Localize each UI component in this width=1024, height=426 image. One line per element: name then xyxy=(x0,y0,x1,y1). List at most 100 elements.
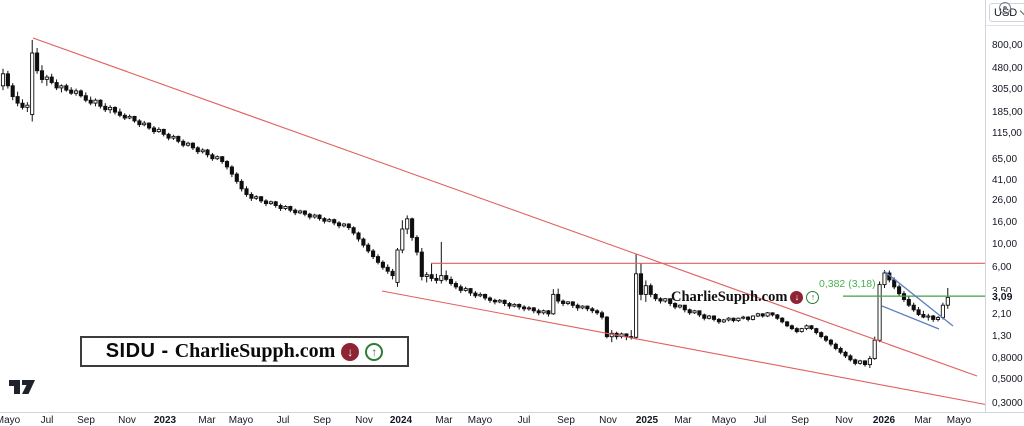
candle-down xyxy=(322,218,327,222)
candle-up xyxy=(541,310,546,314)
candle-down xyxy=(278,205,283,209)
candle-up xyxy=(741,316,746,319)
candle-down xyxy=(823,336,829,341)
candle-up xyxy=(127,115,132,119)
candle-down xyxy=(380,261,385,268)
candle-up xyxy=(551,293,556,315)
candle-up xyxy=(707,315,712,319)
candle-down xyxy=(385,266,390,272)
wedge-lower-line[interactable] xyxy=(881,305,940,330)
price-tick-label: 6,00 xyxy=(992,261,1012,273)
candle-up xyxy=(799,328,804,333)
candle-down xyxy=(687,309,692,314)
candle-up xyxy=(312,214,317,218)
candle-down xyxy=(828,339,833,345)
candle-down xyxy=(570,301,575,306)
candle-down xyxy=(819,332,824,338)
candle-down xyxy=(697,310,702,316)
candle-up xyxy=(283,206,288,209)
candle-down xyxy=(531,307,536,312)
time-tick-label: Nov xyxy=(835,415,853,426)
candle-up xyxy=(945,296,950,306)
candle-down xyxy=(137,120,142,126)
wedge-upper-line[interactable] xyxy=(883,270,954,327)
arrow-down-circle-icon: ↓ xyxy=(790,291,804,304)
candle-down xyxy=(848,355,853,361)
candle-down xyxy=(809,325,814,330)
candle-down xyxy=(522,306,527,310)
price-tick-label: 185,00 xyxy=(992,106,1023,118)
candle-up xyxy=(497,299,502,303)
candle-down xyxy=(83,95,88,101)
candle-down xyxy=(288,206,293,211)
candle-down xyxy=(351,227,356,234)
candle-down xyxy=(833,343,838,349)
candle-down xyxy=(702,314,707,319)
candle-up xyxy=(926,315,931,318)
candle-up xyxy=(634,273,639,338)
candle-down xyxy=(103,105,108,111)
candle-up xyxy=(565,301,570,304)
lower-descending-channel-line[interactable] xyxy=(381,290,1000,408)
upper-descending-trendline[interactable] xyxy=(32,37,978,377)
candle-down xyxy=(205,149,210,156)
candle-up xyxy=(400,228,405,251)
candle-down xyxy=(716,318,721,323)
candle-down xyxy=(166,133,171,139)
candle-up xyxy=(750,315,756,320)
candle-down xyxy=(78,90,83,97)
time-tick-label: Nov xyxy=(355,415,373,426)
candle-down xyxy=(234,173,239,182)
arrow-up-circle-icon: ↑ xyxy=(365,342,384,361)
candle-down xyxy=(668,298,673,304)
candle-down xyxy=(336,222,342,227)
candle-down xyxy=(375,256,381,263)
candle-up xyxy=(30,52,35,115)
candle-down xyxy=(366,244,371,252)
time-tick-label: Mayo xyxy=(467,415,493,426)
candle-down xyxy=(448,278,454,284)
time-axis[interactable]: Mayo Jul Sep Nov 2023 Mar Mayo Jul Sep Nov 2024 Mar… xyxy=(0,412,1024,426)
candle-up xyxy=(940,304,945,318)
candle-down xyxy=(585,305,590,310)
price-tick-label: 0,5000 xyxy=(992,374,1023,386)
candle-down xyxy=(775,314,780,319)
candle-down xyxy=(789,325,794,330)
watermark: CharlieSupph.com ↓ ↑ xyxy=(671,289,820,306)
candle-up xyxy=(580,305,585,309)
price-tick-label: 10,00 xyxy=(992,238,1018,250)
price-tick-label: 480,00 xyxy=(992,63,1023,75)
candle-up xyxy=(156,128,161,133)
candle-down xyxy=(458,286,463,291)
candle-down xyxy=(444,275,449,280)
candle-up xyxy=(643,285,648,295)
fib-level-label: 0,382 (3,18) xyxy=(819,278,876,290)
time-tick-label: Mar xyxy=(674,415,692,426)
candle-down xyxy=(561,300,566,304)
candle-up xyxy=(677,304,682,308)
candles-layer xyxy=(0,39,950,368)
candle-up xyxy=(663,298,668,302)
price-axis[interactable]: USD 800,00 480,00 305,00 185,00 115,00 65,00 4… xyxy=(985,0,1024,412)
tradingview-logo[interactable] xyxy=(8,378,38,396)
candle-down xyxy=(487,297,493,301)
candle-down xyxy=(682,304,687,311)
chevron-down-icon xyxy=(1019,6,1024,16)
candle-down xyxy=(332,219,337,224)
candle-down xyxy=(317,214,322,220)
candle-down xyxy=(181,140,186,146)
candle-down xyxy=(307,213,312,218)
candle-up xyxy=(395,249,400,283)
candle-down xyxy=(15,96,20,104)
candle-up xyxy=(765,312,770,317)
candle-up xyxy=(804,325,809,330)
candle-down xyxy=(502,299,507,304)
candle-up xyxy=(439,275,444,281)
candle-up xyxy=(877,284,882,341)
candle-down xyxy=(760,313,765,317)
price-tick-label: 16,00 xyxy=(992,217,1018,229)
time-tick-label: Sep xyxy=(791,415,809,426)
scroll-to-realtime-icon[interactable] xyxy=(999,2,1011,14)
candle-down xyxy=(346,223,351,229)
